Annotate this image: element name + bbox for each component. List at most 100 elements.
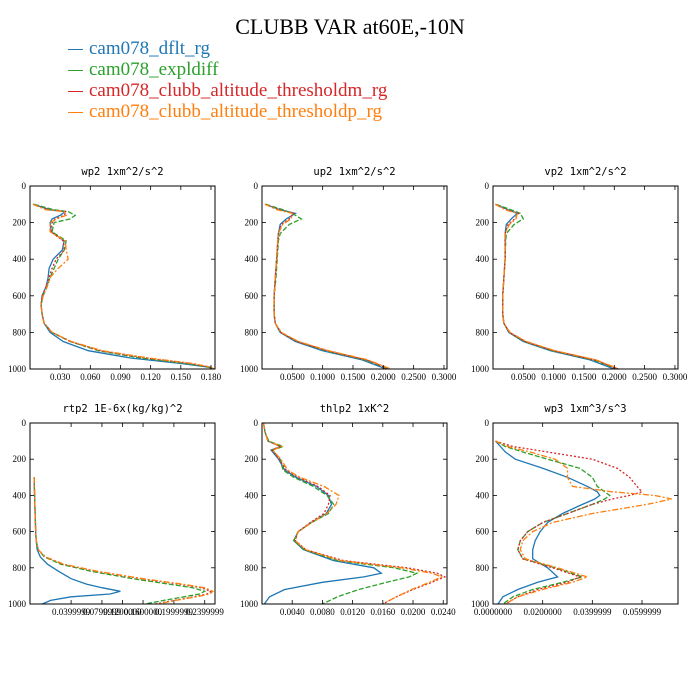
panel-title: thlp2 1xK^2 xyxy=(320,403,390,415)
y-tick-label: 800 xyxy=(245,327,259,337)
legend: cam078_dflt_rg cam078_expldiff cam078_cl… xyxy=(68,38,387,122)
x-tick-label: 0.1999999 xyxy=(155,607,194,617)
x-tick-label: 0.1000 xyxy=(541,372,566,382)
plot-frame xyxy=(492,422,679,605)
series-line xyxy=(264,203,391,370)
series-line xyxy=(262,422,419,605)
legend-label: cam078_dflt_rg xyxy=(89,38,211,59)
legend-item-expldiff: cam078_expldiff xyxy=(68,59,387,80)
x-tick-label: 0.0200 xyxy=(401,607,426,617)
x-tick-label: 0.2500 xyxy=(632,372,657,382)
x-tick-label: 0.1500 xyxy=(341,372,366,382)
chart-panel: up2 1xm^2/s^2 0 200 400 600 800 1000 0.0500 0.10… xyxy=(240,166,457,382)
series-line xyxy=(264,203,390,370)
x-tick-label: 0.0200000 xyxy=(524,607,563,617)
series-line xyxy=(33,203,214,370)
y-tick-label: 200 xyxy=(245,218,259,228)
y-tick-label: 200 xyxy=(476,454,490,464)
y-tick-label: 600 xyxy=(13,291,27,301)
x-tick-label: 0.0399999 xyxy=(52,607,91,617)
x-tick-label: 0.1200000 xyxy=(103,607,142,617)
x-tick-label: 0.120 xyxy=(141,372,162,382)
y-tick-label: 600 xyxy=(245,527,259,537)
legend-label: cam078_clubb_altitude_thresholdp_rg xyxy=(89,101,383,122)
y-tick-label: 800 xyxy=(476,327,490,337)
x-tick-label: 0.030 xyxy=(50,372,71,382)
y-tick-label: 200 xyxy=(245,454,259,464)
series-line xyxy=(262,422,447,605)
series-line xyxy=(495,203,615,370)
x-tick-label: 0.0399999 xyxy=(573,607,612,617)
x-tick-label: 0.060 xyxy=(80,372,101,382)
page-title: CLUBB VAR at60E,-10N xyxy=(235,14,465,39)
x-tick-label: 0.2000 xyxy=(371,372,396,382)
series-line xyxy=(262,422,444,605)
x-tick-label: 0.150 xyxy=(171,372,192,382)
legend-label: cam078_expldiff xyxy=(89,59,219,80)
x-tick-label: 0.3000 xyxy=(663,372,688,382)
x-tick-label: 0.2000 xyxy=(602,372,627,382)
x-tick-label: 0.2399999 xyxy=(186,607,225,617)
legend-item-dflt: cam078_dflt_rg xyxy=(68,38,387,59)
series-line xyxy=(495,203,619,370)
x-tick-label: 0.0799999 xyxy=(83,607,122,617)
y-tick-label: 600 xyxy=(476,527,490,537)
series-line xyxy=(495,440,644,605)
panel-title: rtp2 1E-6x(kg/kg)^2 xyxy=(62,403,182,415)
x-tick-label: 0.0240 xyxy=(431,607,456,617)
y-tick-label: 1000 xyxy=(8,364,27,374)
y-tick-label: 0 xyxy=(22,418,27,428)
x-tick-label: 0.090 xyxy=(110,372,131,382)
y-tick-label: 400 xyxy=(476,490,490,500)
series-line xyxy=(32,203,214,370)
x-tick-label: 0.1000 xyxy=(310,372,335,382)
y-tick-label: 0 xyxy=(254,181,259,191)
y-tick-label: 400 xyxy=(245,254,259,264)
panel-title: up2 1xm^2/s^2 xyxy=(313,166,395,178)
chart-panel: vp2 1xm^2/s^2 0 200 400 600 800 1000 0.0500 0.10… xyxy=(471,166,688,382)
y-tick-label: 400 xyxy=(13,490,27,500)
plot-frame xyxy=(29,185,216,370)
y-tick-label: 800 xyxy=(13,563,27,573)
x-tick-label: 0.0500 xyxy=(280,372,305,382)
x-tick-label: 0.2500 xyxy=(401,372,426,382)
legend-item-thresholdm: cam078_clubb_altitude_thresholdm_rg xyxy=(68,80,387,101)
x-tick-label: 0.0160 xyxy=(370,607,395,617)
y-tick-label: 1000 xyxy=(471,364,490,374)
y-tick-label: 800 xyxy=(245,563,259,573)
y-tick-label: 200 xyxy=(476,218,490,228)
y-tick-label: 0 xyxy=(254,418,259,428)
x-tick-label: 0.3000 xyxy=(432,372,457,382)
series-line xyxy=(265,203,390,370)
series-line xyxy=(32,203,215,370)
series-line xyxy=(495,203,618,370)
y-tick-label: 800 xyxy=(476,563,490,573)
y-tick-label: 1000 xyxy=(471,599,490,609)
plot-frame xyxy=(261,185,448,370)
panel-title: vp2 1xm^2/s^2 xyxy=(544,166,626,178)
legend-label: cam078_clubb_altitude_thresholdm_rg xyxy=(89,80,388,101)
x-tick-label: 0.0040 xyxy=(280,607,305,617)
x-tick-label: 0.1600000 xyxy=(124,607,163,617)
plot-frame xyxy=(492,185,679,370)
y-tick-label: 0 xyxy=(485,181,490,191)
series-line xyxy=(495,440,672,605)
x-tick-label: 0.0000000 xyxy=(474,607,513,617)
series-line xyxy=(495,440,611,605)
plot-frame xyxy=(261,422,448,605)
legend-item-thresholdp: cam078_clubb_altitude_thresholdp_rg xyxy=(68,101,387,122)
y-tick-label: 600 xyxy=(13,527,27,537)
panel-title: wp2 1xm^2/s^2 xyxy=(81,166,163,178)
legend-swatch xyxy=(68,112,83,113)
chart-panel: thlp2 1xK^2 0 200 400 600 800 1000 0.0040 0.0080… xyxy=(240,403,456,617)
y-tick-label: 1000 xyxy=(240,599,259,609)
chart-panel: rtp2 1E-6x(kg/kg)^2 0 200 400 600 800 1000 0.03… xyxy=(8,403,224,617)
y-tick-label: 600 xyxy=(245,291,259,301)
y-tick-label: 400 xyxy=(13,254,27,264)
series-line xyxy=(33,477,121,605)
y-tick-label: 1000 xyxy=(8,599,27,609)
x-tick-label: 0.180 xyxy=(201,372,222,382)
series-line xyxy=(495,203,620,370)
series-line xyxy=(32,203,215,370)
